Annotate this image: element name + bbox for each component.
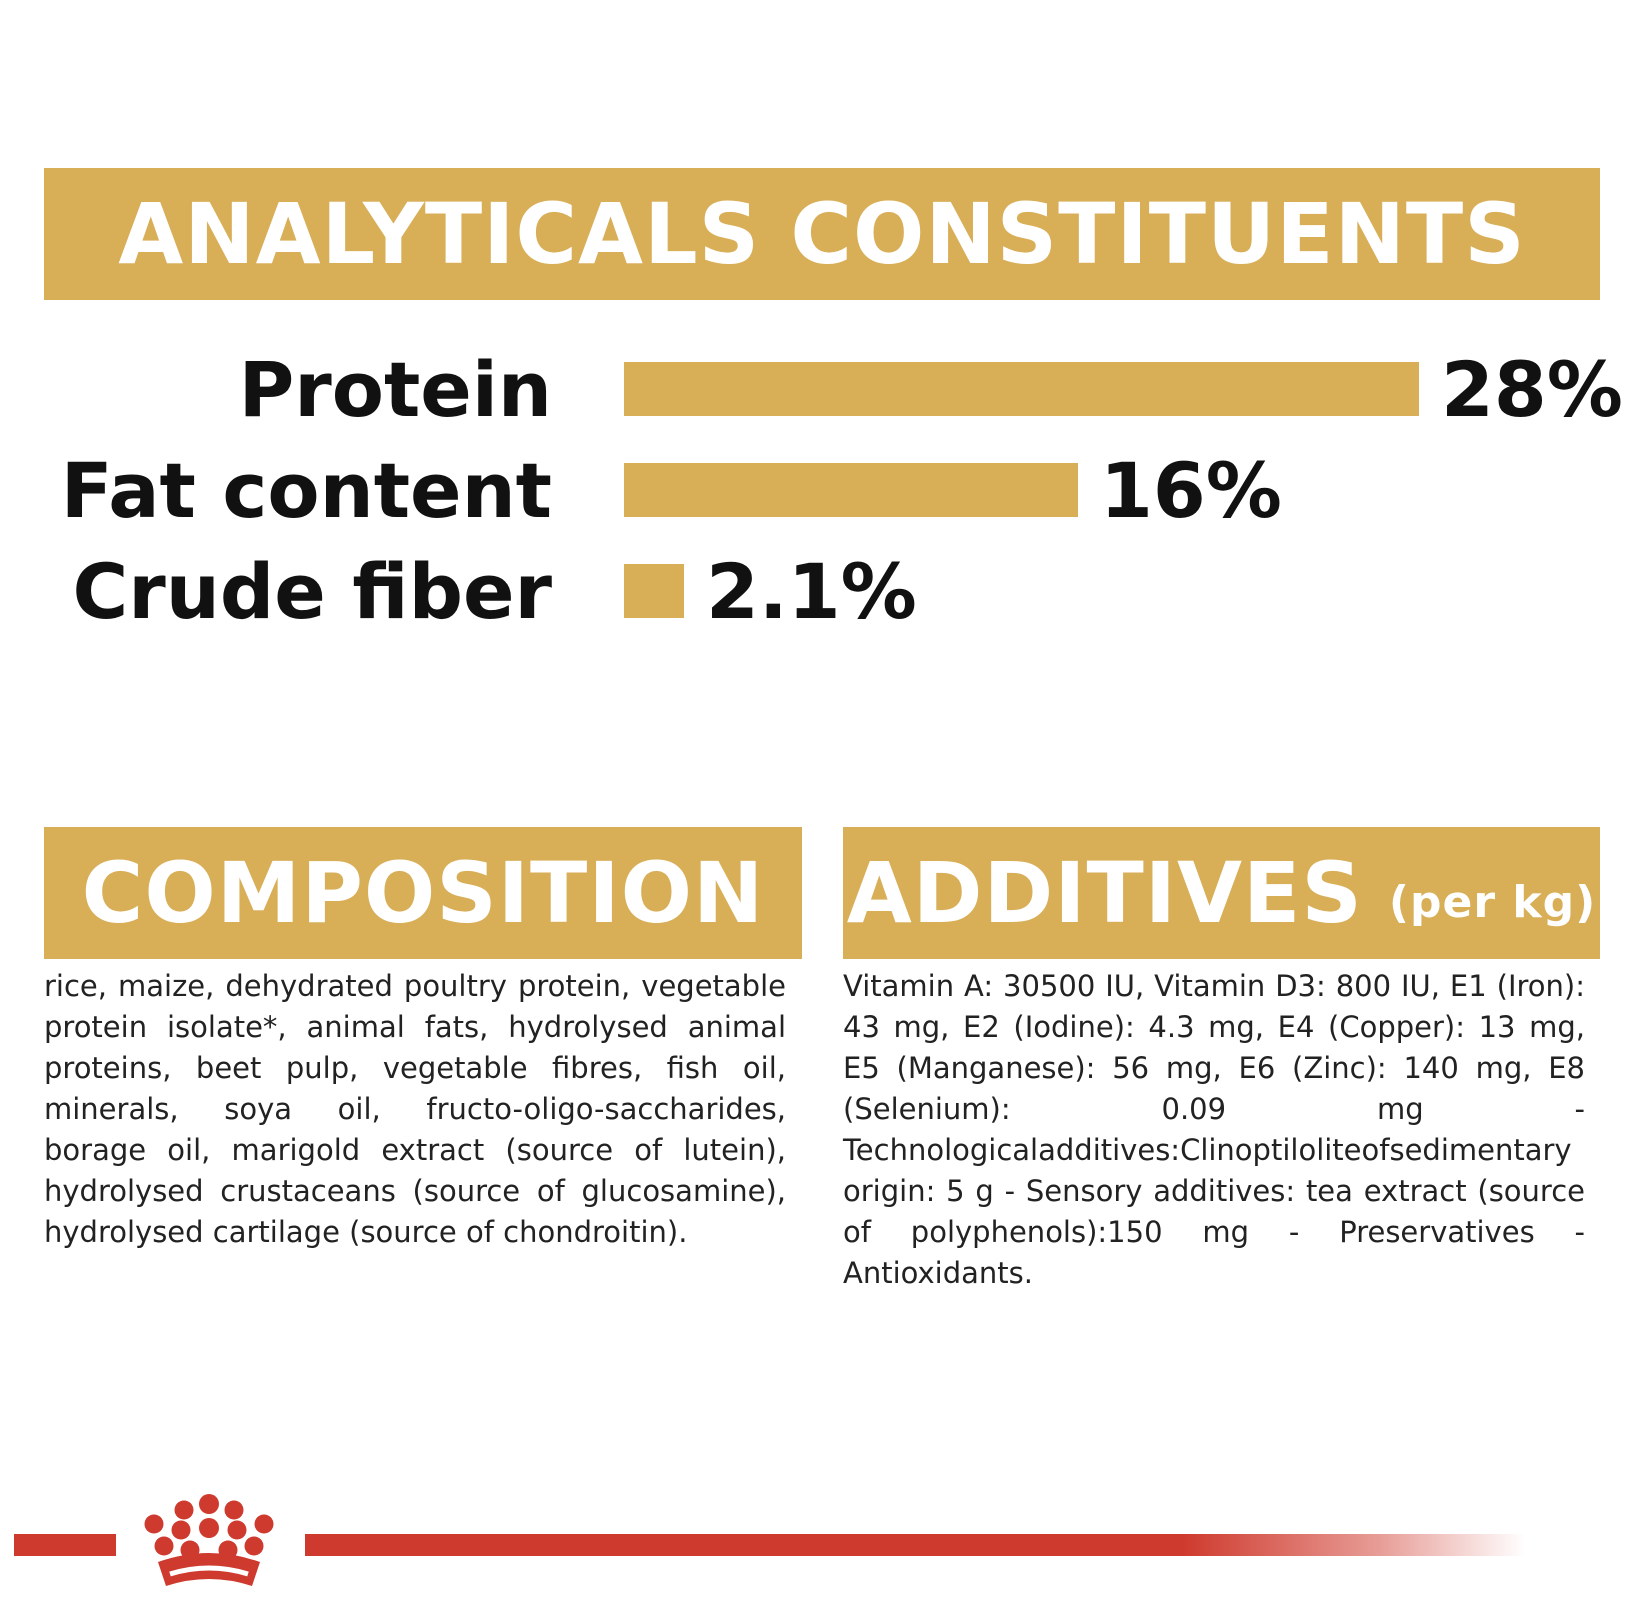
data-bar [624,362,1419,416]
chart-row: Protein 28% [0,340,1630,440]
value-label: 2.1% [706,547,917,636]
additives-text: Vitamin A: 30500 IU, Vitamin D3: 800 IU,… [843,969,1585,1290]
additives-banner: ADDITIVES (per kg) [843,827,1600,959]
chart-row: Fat content 16% [0,441,1630,541]
footer-line-left [14,1534,116,1556]
additives-subtitle: (per kg) [1388,876,1597,928]
chart-row: Crude fiber 2.1% [0,542,1630,642]
value-label: 16% [1100,446,1282,535]
value-label: 28% [1441,345,1623,434]
analytical-constituents-banner: ANALYTICALS CONSTITUENTS [44,168,1600,300]
crown-logo-icon [144,1494,274,1586]
category-label: Crude fiber [72,547,552,636]
data-bar [624,564,684,618]
composition-banner: COMPOSITION [44,827,802,959]
composition-title: COMPOSITION [81,844,765,942]
analytical-bar-chart: Protein 28% Fat content 16% Crude fiber 2.1% [0,340,1630,640]
category-label: Fat content [60,446,552,535]
additives-title: ADDITIVES [846,844,1363,942]
data-bar [624,463,1078,517]
category-label: Protein [238,345,552,434]
composition-text: rice, maize, dehydrated poultry protein,… [44,969,786,1249]
analytical-constituents-title: ANALYTICALS CONSTITUENTS [118,185,1526,283]
footer-line-right [305,1534,1525,1556]
